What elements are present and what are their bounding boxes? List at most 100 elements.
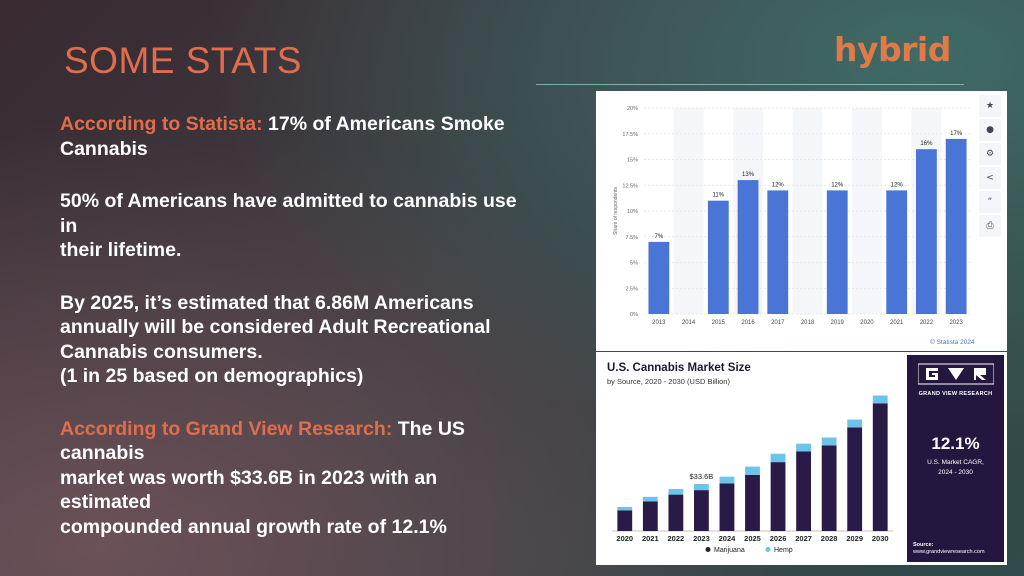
data-label: 11% [713, 193, 725, 199]
x-tick-label: 2020 [616, 534, 633, 543]
bar [648, 241, 670, 314]
x-tick-label: 2026 [770, 534, 787, 543]
bell-icon[interactable]: ● [979, 119, 1001, 141]
y-tick-label: 17.5% [622, 132, 638, 138]
x-tick-label: 2016 [741, 320, 755, 326]
stat-source-statista: According to Statista: [60, 113, 263, 135]
data-label: 16% [920, 141, 933, 147]
statista-credit[interactable]: © Statista 2024 [930, 339, 975, 346]
hemp-bar [847, 419, 863, 428]
legend-label-hemp: Hemp [774, 547, 793, 554]
marijuana-bar [821, 445, 837, 531]
x-tick-label: 2023 [693, 534, 710, 543]
x-tick-label: 2021 [642, 534, 659, 543]
bar [707, 200, 729, 314]
hemp-bar [719, 476, 735, 484]
x-tick-label: 2022 [668, 534, 685, 543]
x-tick-label: 2017 [771, 320, 785, 326]
y-tick-label: 2.5% [625, 286, 638, 292]
marijuana-bar [796, 451, 811, 531]
y-axis-label: Share of respondents [613, 187, 619, 235]
quote-icon[interactable]: “ [979, 191, 1001, 213]
source-url[interactable]: www.grandviewresearch.com [913, 549, 985, 555]
y-tick-label: 7.5% [625, 235, 638, 241]
data-label: 12% [772, 182, 785, 188]
x-tick-label: 2022 [920, 320, 934, 326]
grandview-chart-title: U.S. Cannabis Market Size [607, 362, 751, 374]
x-tick-label: 2024 [719, 534, 737, 543]
x-tick-label: 2030 [872, 534, 889, 543]
hemp-bar [872, 395, 888, 404]
x-tick-label: 2019 [831, 320, 845, 326]
marijuana-bar [745, 475, 760, 531]
hemp-bar [770, 453, 786, 463]
gear-icon[interactable]: ⚙ [979, 143, 1001, 165]
stats-list: According to Statista: 17% of Americans … [60, 112, 530, 567]
marijuana-bar [642, 501, 658, 531]
y-tick-label: 5% [630, 261, 638, 267]
statista-toolbar: ★ ● ⚙ < “ ⎙ [979, 95, 1003, 239]
x-tick-label: 2027 [795, 534, 812, 543]
y-tick-label: 20% [627, 106, 638, 112]
bar [826, 190, 848, 314]
data-label: 12% [891, 182, 904, 188]
marijuana-bar [847, 427, 863, 531]
print-icon[interactable]: ⎙ [979, 215, 1001, 237]
grandview-logo-icon [918, 363, 994, 385]
x-tick-label: 2028 [821, 534, 838, 543]
hemp-bar [796, 443, 811, 452]
marijuana-bar [694, 490, 709, 531]
x-tick-label: 2014 [682, 320, 696, 326]
hemp-bar [642, 496, 658, 502]
bar [945, 138, 967, 314]
hemp-bar [668, 489, 684, 495]
grandview-brand: GRAND VIEW RESEARCH [918, 391, 993, 397]
star-icon[interactable]: ★ [979, 95, 1001, 117]
divider-line [536, 84, 964, 85]
marijuana-bar [668, 494, 684, 531]
data-label: 17% [950, 131, 963, 137]
legend-label-marijuana: Marijuana [714, 547, 745, 554]
stat-source-grand-view: According to Grand View Research: [60, 417, 393, 440]
marijuana-bar [872, 403, 888, 531]
y-tick-label: 15% [627, 158, 638, 164]
marijuana-bar [719, 483, 735, 531]
x-tick-label: 2023 [949, 320, 963, 326]
x-tick-label: 2015 [712, 320, 726, 326]
x-tick-label: 2029 [846, 534, 863, 543]
hemp-bar [617, 506, 633, 511]
bar [886, 190, 908, 314]
hybrid-logo: hybrid [834, 30, 951, 69]
bar [737, 180, 759, 314]
data-label: 13% [742, 172, 755, 178]
cagr-value: 12.1% [931, 434, 980, 453]
data-label: 12% [831, 182, 844, 188]
stat-statista: According to Statista: 17% of Americans … [60, 113, 505, 160]
data-label: 7% [655, 234, 664, 240]
hemp-bar [694, 483, 709, 491]
annotation-label: $33.6B [690, 472, 714, 481]
bar [767, 190, 789, 314]
x-tick-label: 2025 [744, 534, 761, 543]
x-tick-label: 2018 [801, 320, 815, 326]
stat-2025-estimate: By 2025, it’s estimated that 6.86M Ameri… [60, 291, 491, 388]
y-tick-label: 12.5% [622, 183, 638, 189]
x-tick-label: 2013 [652, 320, 666, 326]
marijuana-bar [770, 462, 786, 531]
slide-title: SOME STATS [64, 40, 302, 81]
share-icon[interactable]: < [979, 167, 1001, 189]
hemp-bar [745, 466, 760, 475]
y-tick-label: 0% [630, 312, 638, 318]
source-label: Source: [913, 542, 934, 548]
cagr-period: 2024 - 2030 [938, 469, 973, 476]
marijuana-bar [617, 510, 633, 531]
grandview-chart-subtitle: by Source, 2020 - 2030 (USD Billion) [607, 377, 730, 386]
y-tick-label: 10% [627, 209, 638, 215]
stat-grand-view: According to Grand View Research: The US… [60, 417, 465, 538]
legend-marker-hemp [765, 547, 771, 552]
grandview-sidebar [907, 355, 1004, 562]
cagr-label: U.S. Market CAGR, [927, 459, 984, 466]
x-tick-label: 2021 [890, 320, 904, 326]
